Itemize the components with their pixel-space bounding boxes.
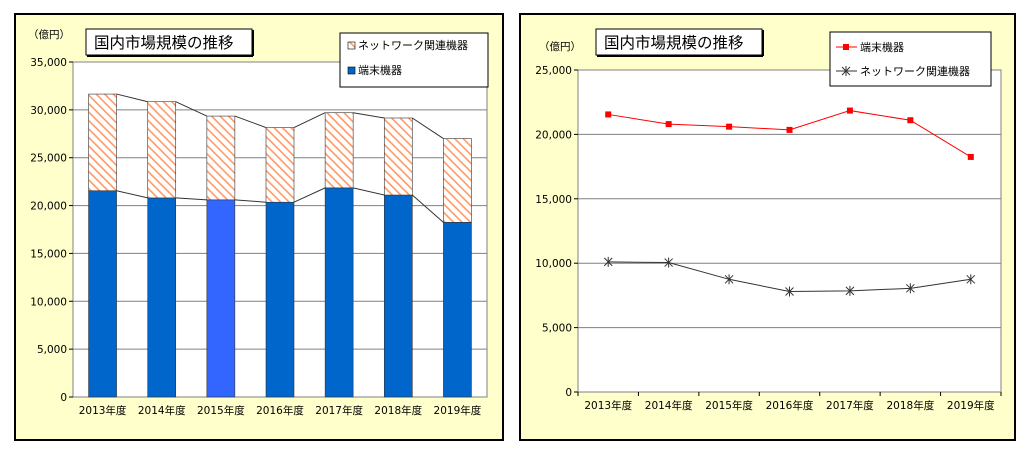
bar-terminal-2014年度 — [147, 197, 177, 398]
point-network-2017年度 — [845, 285, 855, 296]
series-line-total — [116, 93, 148, 103]
bar-network-2018年度 — [383, 117, 413, 196]
y-tick-label: 5,000 — [37, 344, 67, 356]
bar-network-2016年度 — [265, 127, 295, 203]
series-line-total — [175, 101, 208, 117]
point-network-2014年度 — [664, 257, 673, 268]
y-tick-label: 25,000 — [535, 65, 572, 77]
y-tick-label: 10,000 — [535, 258, 572, 270]
bar-network-2013年度 — [88, 93, 117, 192]
bar-network-2017年度 — [324, 112, 354, 189]
x-tick-label: 2017年度 — [826, 399, 874, 412]
y-tick-label: 20,000 — [30, 201, 67, 213]
legend-label-terminal: 端末機器 — [860, 40, 904, 54]
y-tick-label: 10,000 — [30, 296, 67, 308]
bar-terminal-2015年度 — [206, 199, 236, 398]
x-tick-label: 2019年度 — [434, 404, 482, 417]
series-line-terminal — [116, 190, 148, 199]
x-tick-label: 2017年度 — [315, 404, 363, 417]
y-tick-label: 5,000 — [542, 323, 572, 335]
series-line-total — [293, 112, 326, 129]
point-terminal-2018年度 — [907, 117, 914, 124]
point-network-2015年度 — [724, 274, 734, 285]
bar-terminal-2018年度 — [383, 194, 413, 398]
chart-title: 国内市場規模の推移 — [604, 34, 744, 52]
legend-label-network: ネットワーク関連機器 — [860, 64, 970, 78]
bar-network-2019年度 — [443, 138, 472, 223]
series-line-terminal — [234, 199, 267, 203]
series-line-terminal — [353, 187, 385, 196]
legend: 端末機器 ネットワーク関連機器 — [829, 31, 992, 87]
y-tick-label: 35,000 — [30, 57, 67, 69]
point-terminal-2016年度 — [786, 126, 793, 133]
x-tick-label: 2018年度 — [886, 399, 934, 412]
y-tick-label: 25,000 — [30, 153, 67, 165]
x-tick-label: 2019年度 — [947, 399, 995, 412]
x-tick-label: 2018年度 — [374, 404, 422, 417]
point-network-2016年度 — [785, 286, 794, 297]
y-tick-label: 15,000 — [30, 248, 67, 260]
x-tick-label: 2015年度 — [705, 399, 753, 412]
point-network-2018年度 — [906, 283, 915, 294]
point-terminal-2015年度 — [726, 123, 733, 130]
series-line-terminal — [411, 194, 444, 223]
point-network-2019年度 — [966, 274, 976, 285]
legend-swatch-terminal — [347, 66, 356, 75]
series-line-total — [234, 115, 267, 129]
point-terminal-2019年度 — [967, 153, 974, 160]
title-box: 国内市場規模の推移 — [85, 28, 254, 57]
chart-title: 国内市場規模の推移 — [94, 34, 234, 52]
bar-network-2014年度 — [147, 101, 177, 199]
y-tick-label: 0 — [60, 392, 67, 404]
bar-network-2015年度 — [206, 115, 236, 201]
legend-label-terminal: 端末機器 — [358, 63, 402, 77]
bar-terminal-2019年度 — [443, 222, 472, 398]
x-tick-label: 2013年度 — [584, 399, 632, 412]
series-line-total — [412, 117, 444, 139]
y-tick-label: 30,000 — [30, 105, 67, 117]
stacked-bar-chart-panel: 0 5,000 10,000 15,000 20,000 25,000 30,000 35,0… — [14, 13, 504, 441]
x-tick-label: 2013年度 — [79, 404, 127, 417]
x-tick-label: 2016年度 — [766, 399, 814, 412]
series-line-terminal — [175, 197, 207, 201]
x-tick-label: 2016年度 — [256, 404, 304, 417]
series-line-terminal — [293, 187, 326, 203]
x-tick-label: 2015年度 — [197, 404, 245, 417]
legend-marker-terminal — [843, 44, 849, 50]
point-terminal-2014年度 — [665, 121, 672, 128]
legend-swatch-network — [347, 41, 356, 50]
y-tick-label: 15,000 — [535, 194, 572, 206]
point-network-2013年度 — [603, 256, 613, 267]
point-terminal-2013年度 — [605, 111, 612, 118]
stacked-bar-chart: 0 5,000 10,000 15,000 20,000 25,000 30,000 35,0… — [28, 28, 489, 417]
x-tick-label: 2014年度 — [645, 399, 693, 412]
legend-marker-network — [841, 66, 851, 76]
line-chart-panel: 0 5,000 10,000 15,000 20,000 25,000 2013年度 201… — [519, 13, 1016, 441]
y-tick-label: 20,000 — [535, 129, 572, 141]
y-tick-label: 0 — [565, 387, 572, 399]
unit-label: （億円） — [28, 28, 70, 41]
series-line-total — [353, 112, 385, 119]
bar-terminal-2016年度 — [265, 201, 295, 398]
legend: ネットワーク関連機器 端末機器 — [339, 32, 489, 88]
bar-terminal-2013年度 — [88, 190, 117, 398]
plot-area — [577, 69, 1002, 393]
line-chart: 0 5,000 10,000 15,000 20,000 25,000 2013年度 201… — [535, 28, 1002, 412]
title-box: 国内市場規模の推移 — [595, 28, 764, 57]
bar-terminal-2017年度 — [324, 187, 354, 398]
x-tick-label: 2014年度 — [138, 404, 186, 417]
point-terminal-2017年度 — [846, 107, 853, 114]
legend-label-network: ネットワーク関連機器 — [358, 38, 468, 52]
unit-label: （億円） — [539, 40, 581, 53]
